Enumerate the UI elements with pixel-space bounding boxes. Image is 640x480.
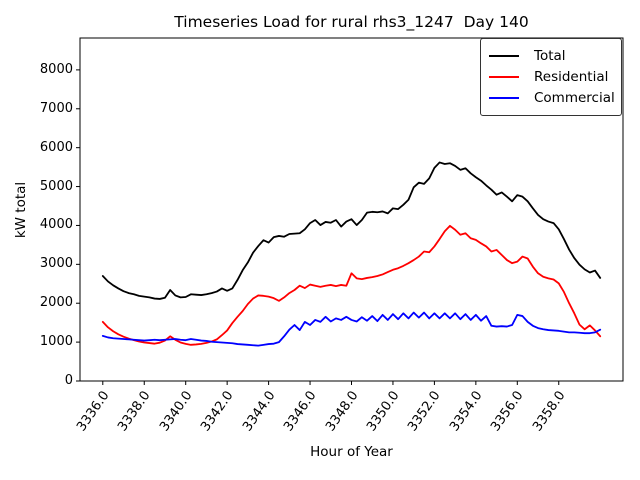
y-tick-label: 6000 [39,139,73,155]
legend: Total Residential Commercial [480,38,622,116]
y-tick-label: 7000 [39,100,73,116]
legend-label-commercial: Commercial [534,89,615,106]
legend-line-sample-commercial [489,96,519,99]
legend-line-sample-residential [489,75,519,78]
y-tick-label: 2000 [39,295,73,311]
legend-line-sample-total [489,54,519,57]
legend-entry-total: Total [481,45,621,66]
y-tick-label: 1000 [39,334,73,350]
y-tick-label: 8000 [39,61,73,77]
y-tick-label: 5000 [39,178,73,194]
series-line-total [101,161,602,300]
y-tick-label: 4000 [39,217,73,233]
y-tick-label: 3000 [39,256,73,272]
legend-label-residential: Residential [534,68,609,85]
legend-entry-commercial: Commercial [481,87,621,108]
chart-title: Timeseries Load for rural rhs3_1247 Day … [174,13,529,31]
series-line-residential [101,224,602,346]
series-line-commercial [101,311,602,347]
y-axis-label: kW total [13,181,29,239]
legend-entry-residential: Residential [481,66,621,87]
x-axis-label: Hour of Year [310,444,393,460]
y-tick-label: 0 [64,373,73,388]
legend-label-total: Total [534,47,566,64]
